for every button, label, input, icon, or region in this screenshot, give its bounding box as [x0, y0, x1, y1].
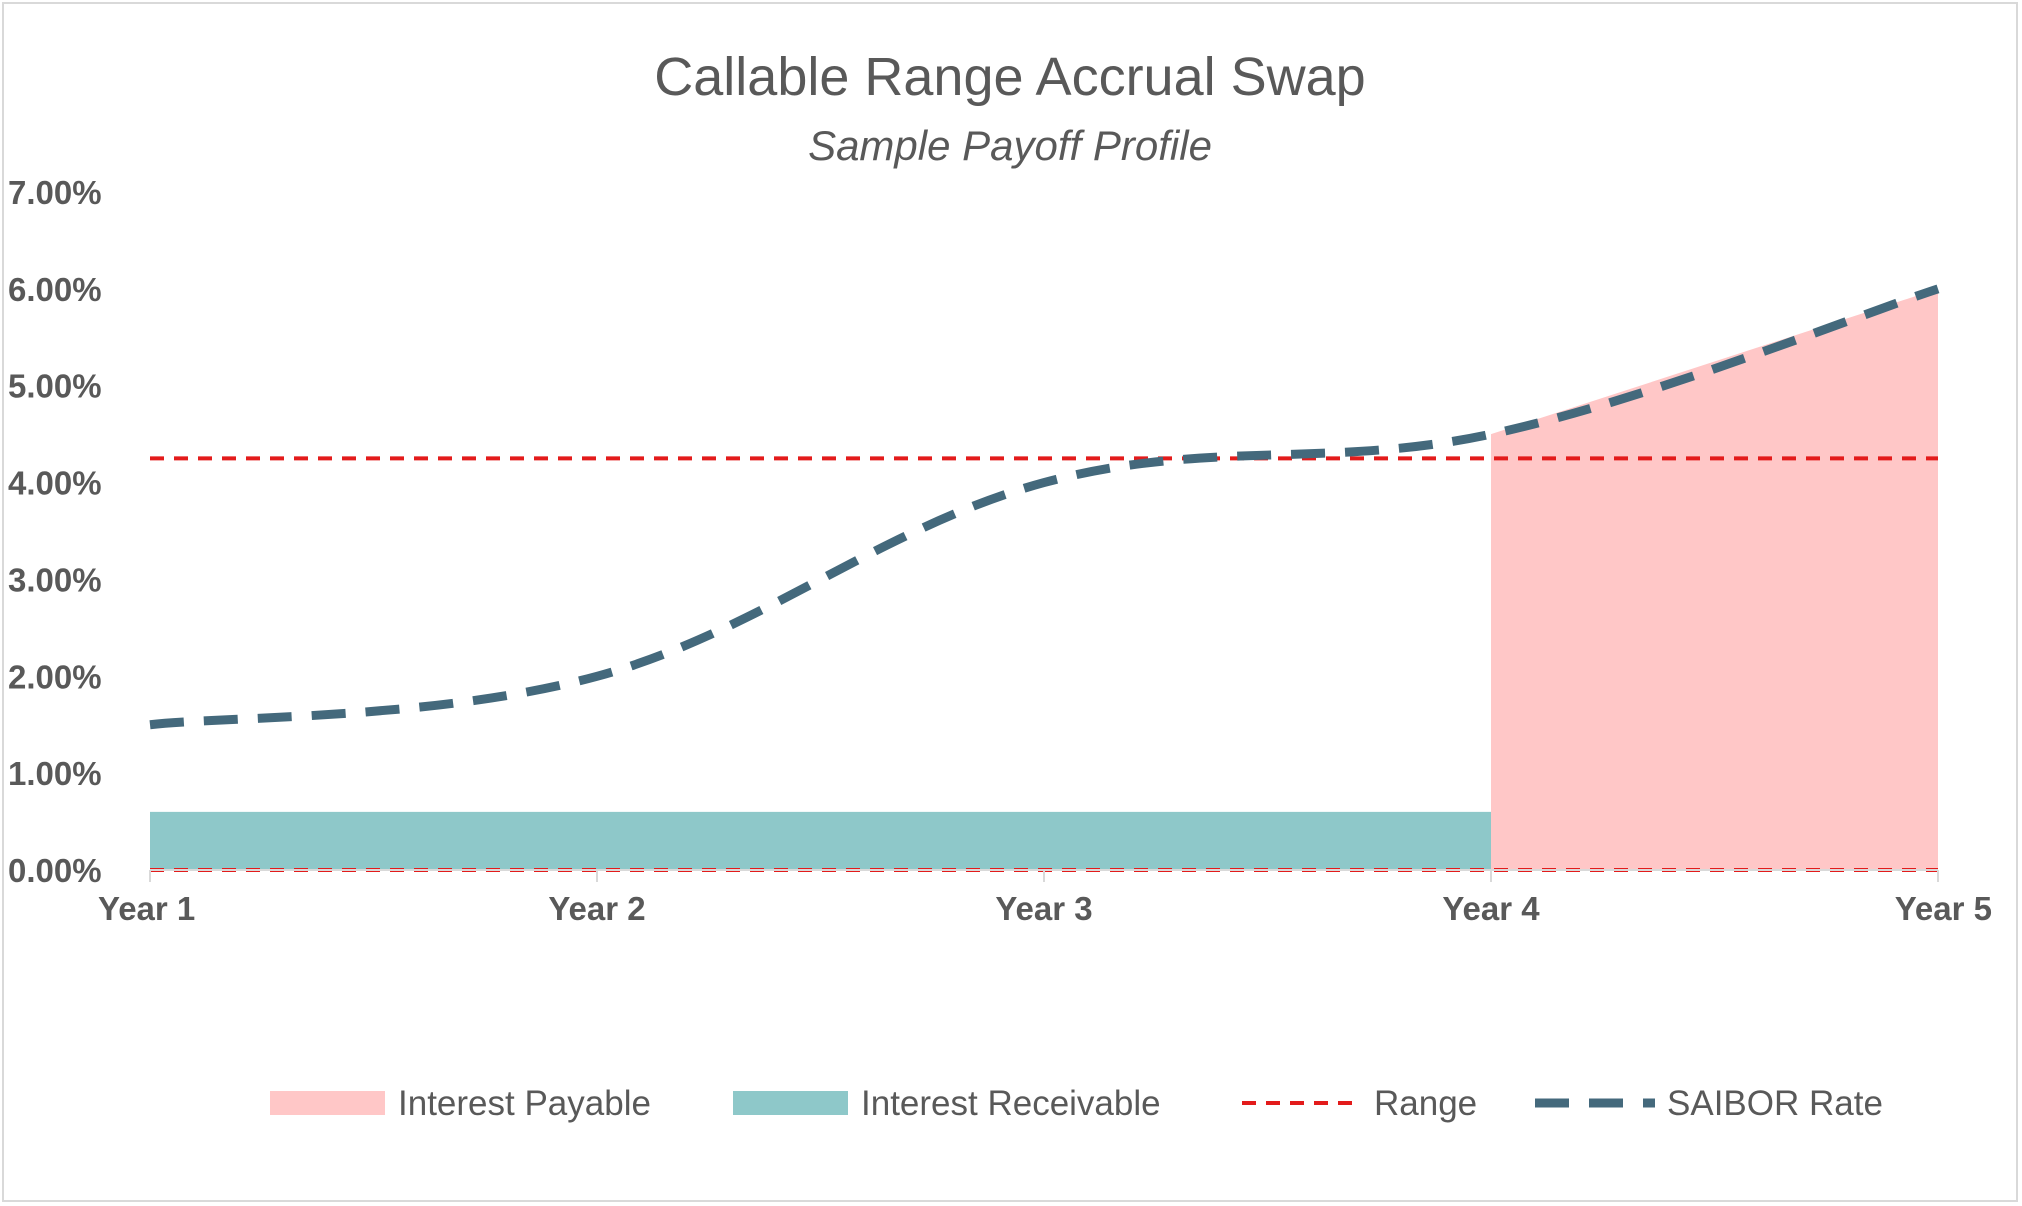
- legend-swatch-interest-payable: [270, 1091, 385, 1115]
- y-tick-label: 6.00%: [8, 271, 102, 308]
- chart-title: Callable Range Accrual Swap: [654, 47, 1365, 107]
- interest-payable-area: [1491, 288, 1938, 870]
- axes: Year 1 Year 2 Year 3 Year 4 Year 5 0.00% 1.00%…: [8, 174, 1992, 927]
- x-tick-label: Year 5: [1895, 890, 1992, 927]
- x-tick-label: Year 1: [98, 890, 195, 927]
- x-tick-label: Year 3: [995, 890, 1092, 927]
- legend: Interest Payable Interest Receivable Range…: [270, 1084, 1883, 1123]
- legend-label-range: Range: [1374, 1084, 1477, 1123]
- x-tick-label: Year 2: [548, 890, 645, 927]
- legend-swatch-interest-receivable: [733, 1091, 848, 1115]
- legend-label-saibor-rate: SAIBOR Rate: [1667, 1084, 1883, 1123]
- x-tick-label: Year 4: [1442, 890, 1540, 927]
- interest-receivable-area: [150, 811, 1491, 870]
- y-tick-label: 5.00%: [8, 368, 102, 405]
- y-tick-label: 7.00%: [8, 174, 102, 211]
- legend-label-interest-receivable: Interest Receivable: [861, 1084, 1161, 1123]
- y-tick-label: 0.00%: [8, 852, 102, 889]
- y-tick-label: 4.00%: [8, 465, 102, 502]
- plot-area: [149, 284, 1940, 872]
- y-tick-label: 3.00%: [8, 561, 102, 598]
- y-tick-label: 2.00%: [8, 658, 102, 695]
- chart-subtitle: Sample Payoff Profile: [808, 122, 1212, 169]
- y-tick-label: 1.00%: [8, 755, 102, 792]
- legend-label-interest-payable: Interest Payable: [398, 1084, 651, 1123]
- saibor-rate-line: [149, 284, 1940, 730]
